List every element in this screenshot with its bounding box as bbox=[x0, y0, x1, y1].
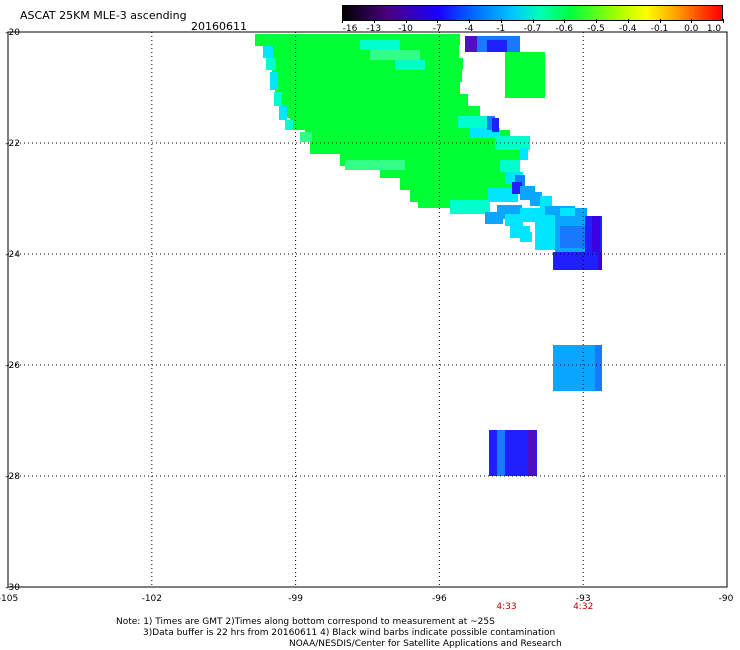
colorbar-label: -10 bbox=[398, 24, 413, 34]
colorbar-label: -16 bbox=[342, 24, 358, 34]
lat-tick-label: -30 bbox=[5, 583, 20, 593]
swath-cell bbox=[515, 175, 525, 187]
swath-cell bbox=[592, 216, 600, 266]
swath-cell bbox=[505, 214, 523, 226]
swath-cell bbox=[270, 72, 278, 90]
axis-ticks: -105 -102 -99 -96 -93 -90 -20 -22 -24 -26 -28 -30 4:… bbox=[0, 28, 734, 612]
swath-cell bbox=[278, 94, 468, 106]
swath-cell bbox=[465, 36, 477, 52]
swath-cell bbox=[274, 92, 282, 106]
plot-frame bbox=[7, 31, 728, 588]
colorbar-label: -0.4 bbox=[618, 24, 637, 34]
colorbar-label: -0.6 bbox=[555, 24, 574, 34]
swath-cell bbox=[487, 116, 495, 130]
swath-cell bbox=[272, 70, 462, 82]
colorbar-label: -0.5 bbox=[587, 24, 605, 34]
colorbar-tick bbox=[500, 19, 502, 23]
note-line-2: 3)Data buffer is 22 hrs from 20160611 4)… bbox=[143, 628, 556, 638]
swath-layer bbox=[255, 34, 602, 476]
swath-cell bbox=[497, 430, 505, 476]
swath-cell bbox=[268, 58, 463, 70]
colorbar-label: -4 bbox=[464, 24, 474, 34]
colorbar-tick bbox=[373, 19, 375, 23]
colorbar-tick bbox=[627, 19, 629, 23]
lon-tick-label: -96 bbox=[432, 594, 447, 604]
swath-cell bbox=[370, 50, 420, 60]
graticule bbox=[8, 32, 727, 587]
swath-cell bbox=[598, 252, 602, 270]
colorbar-label: -13 bbox=[366, 24, 382, 34]
colorbar-tick bbox=[659, 19, 661, 23]
swath-cell bbox=[553, 252, 600, 270]
lat-tick-label: -22 bbox=[5, 139, 20, 149]
colorbar-tick bbox=[437, 19, 439, 23]
note-line-3: NOAA/NESDIS/Center for Satellite Applica… bbox=[289, 639, 562, 649]
colorbar-label: -0.7 bbox=[523, 24, 542, 34]
swath-cell bbox=[263, 46, 273, 58]
swath-cell bbox=[520, 232, 532, 242]
lat-tick-label: -26 bbox=[5, 361, 20, 371]
swath-cell bbox=[553, 345, 601, 391]
swath-cell bbox=[530, 192, 542, 206]
swath-cell bbox=[512, 182, 522, 194]
swath-cell bbox=[595, 345, 602, 391]
swath-cell bbox=[300, 132, 312, 142]
colorbar-label: -7 bbox=[432, 24, 442, 34]
swath-cell bbox=[492, 118, 499, 132]
map-title: ASCAT 25KM MLE-3 ascending bbox=[20, 9, 187, 22]
note-line-1: Note: 1) Times are GMT 2)Times along bot… bbox=[116, 617, 495, 627]
colorbar-tick bbox=[532, 19, 534, 23]
swath-cell bbox=[400, 178, 515, 190]
lon-tick-label: -102 bbox=[142, 594, 162, 604]
swath-cell bbox=[458, 116, 488, 128]
colorbar-tick bbox=[596, 19, 597, 23]
lon-tick-label: -93 bbox=[576, 594, 591, 604]
swath-cell bbox=[255, 34, 460, 46]
swath-cell bbox=[488, 188, 518, 202]
colorbar-label: -1 bbox=[496, 24, 506, 34]
colorbar-tick bbox=[564, 19, 566, 23]
swath-cell bbox=[395, 60, 425, 70]
swath-cell bbox=[285, 120, 293, 130]
colorbar-label: 1.0 bbox=[706, 24, 722, 34]
swath-cell bbox=[360, 40, 400, 50]
swath-cell bbox=[470, 128, 500, 138]
pass-time-label: 4:33 bbox=[496, 602, 516, 612]
colorbar-tick bbox=[469, 19, 470, 23]
lat-tick-label: -24 bbox=[5, 250, 20, 260]
map-date: 20160611 bbox=[191, 20, 247, 33]
pass-time-label: 4:32 bbox=[573, 602, 593, 612]
lat-tick-label: -28 bbox=[5, 472, 20, 482]
swath-cell bbox=[487, 40, 507, 52]
colorbar-tick bbox=[723, 19, 724, 23]
colorbar-label: -0.1 bbox=[650, 24, 669, 34]
lon-tick-label: -90 bbox=[719, 594, 734, 604]
lat-tick-label: -20 bbox=[5, 28, 20, 38]
swath-cell bbox=[290, 118, 490, 130]
swath-cell bbox=[345, 160, 405, 170]
colorbar-tick bbox=[342, 19, 343, 23]
swath-cell bbox=[560, 226, 585, 248]
swath-cell bbox=[380, 166, 520, 178]
swath-cell bbox=[275, 82, 460, 94]
swath-cell bbox=[520, 148, 528, 160]
colorbar-tick bbox=[691, 19, 693, 23]
swath-cell bbox=[528, 430, 536, 476]
swath-cell bbox=[266, 58, 276, 70]
swath-cell bbox=[279, 106, 287, 120]
colorbar-labels: -16 -13 -10 -7 -4 -1 -0.7 -0.6 -0.5 -0.4 -0.1 0.0 1.… bbox=[342, 24, 723, 36]
swath-cell bbox=[535, 215, 555, 250]
lon-tick-label: -105 bbox=[0, 594, 18, 604]
swath-cell bbox=[560, 208, 585, 218]
swath-cell bbox=[282, 106, 480, 118]
swath-cell bbox=[310, 142, 522, 154]
colorbar-label: 0.0 bbox=[684, 24, 699, 34]
colorbar-tick bbox=[405, 19, 407, 23]
swath-cell bbox=[505, 52, 545, 98]
lon-tick-label: -99 bbox=[288, 594, 303, 604]
swath-cell bbox=[500, 160, 520, 172]
swath-cell bbox=[305, 130, 510, 142]
swath-cell bbox=[450, 200, 490, 214]
